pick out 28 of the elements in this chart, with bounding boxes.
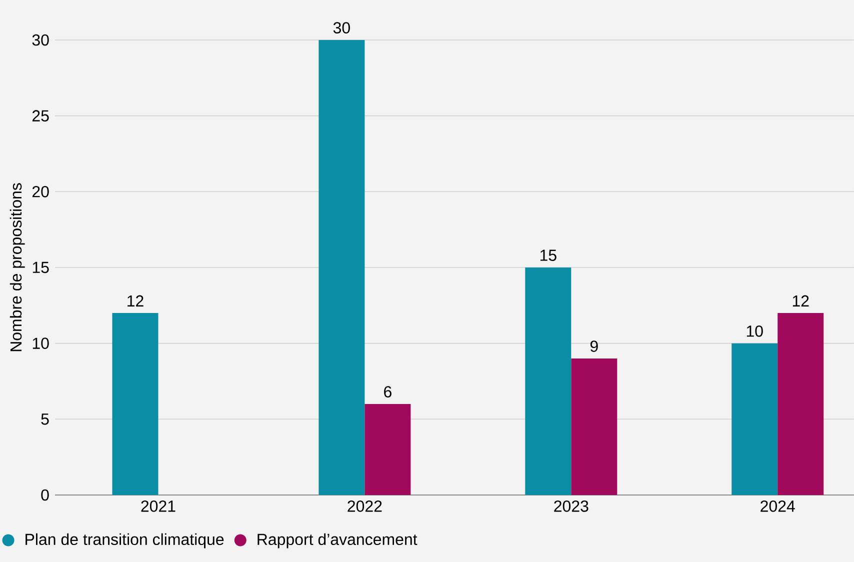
x-tick-label: 2023 [554, 500, 588, 512]
y-tick-label: 20 [32, 186, 49, 198]
bar [778, 312, 824, 495]
y-tick-label: 15 [32, 262, 49, 274]
bar [112, 312, 158, 495]
y-axis-title: Nombre de propositions [10, 183, 25, 352]
y-tick-label: 5 [41, 414, 49, 425]
bar [364, 404, 411, 495]
bar [732, 343, 778, 495]
bar [525, 267, 572, 495]
y-tick-label: 0 [41, 489, 49, 501]
data-label: 15 [540, 250, 556, 261]
legend-label: Rapport d’avancement [258, 533, 418, 548]
data-label: 30 [333, 22, 350, 34]
bar [318, 40, 365, 495]
x-tick-label: 2022 [348, 500, 382, 512]
bar [571, 358, 618, 495]
y-tick-label: 10 [32, 338, 49, 349]
x-tick-label: 2021 [141, 500, 176, 512]
data-label: 12 [128, 295, 144, 306]
y-tick-label: 25 [32, 110, 49, 122]
data-label: 6 [384, 386, 392, 398]
data-label: 12 [792, 295, 809, 306]
y-tick-label: 30 [32, 34, 49, 46]
legend-label: Plan de transition climatique [26, 533, 224, 548]
x-tick-label: 2024 [760, 500, 795, 512]
data-label: 10 [746, 325, 763, 337]
data-label: 9 [590, 340, 598, 352]
